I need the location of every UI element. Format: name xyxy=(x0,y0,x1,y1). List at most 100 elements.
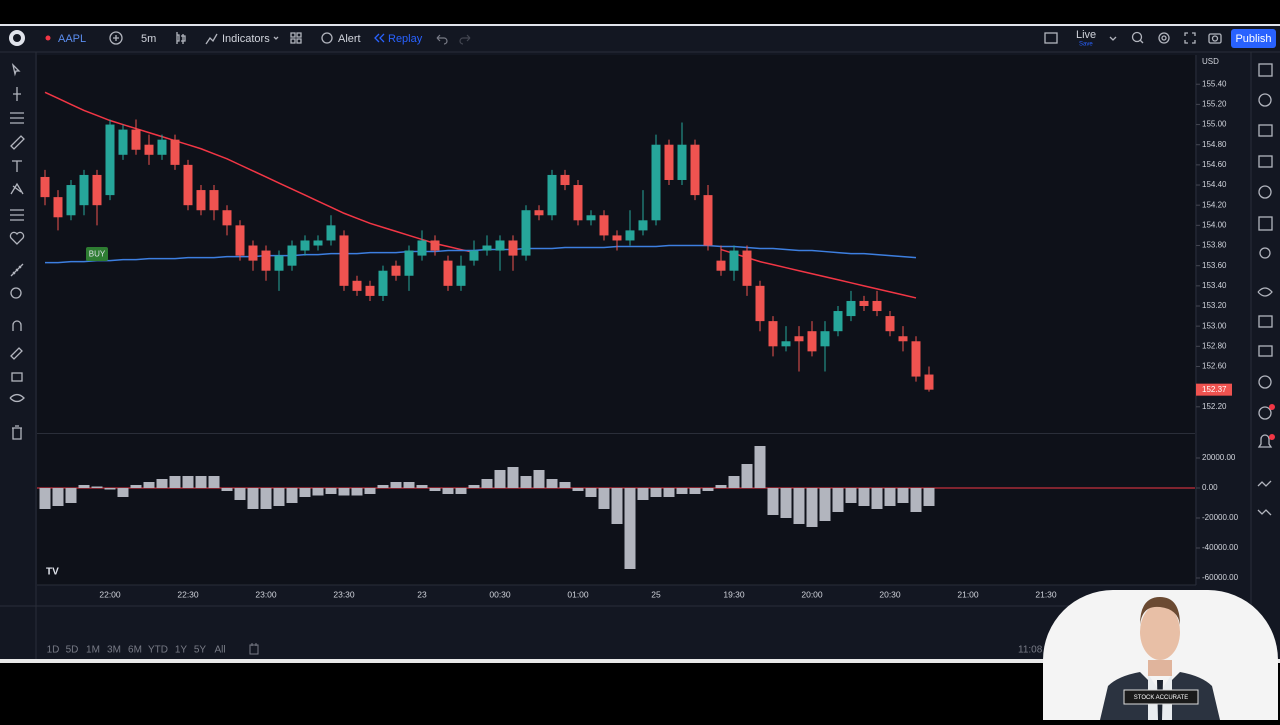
candle-body xyxy=(92,174,102,206)
chart-type-button[interactable] xyxy=(176,32,186,44)
candle-body xyxy=(911,341,921,377)
price-tick-label: 154.80 xyxy=(1202,140,1227,149)
histogram-bar xyxy=(715,485,727,488)
interval[interactable]: 5m xyxy=(141,33,156,45)
histogram-bar xyxy=(377,485,389,488)
live-label[interactable]: Live xyxy=(1076,29,1096,41)
timeframe-button[interactable]: 5D xyxy=(66,645,79,656)
pattern-tool[interactable] xyxy=(10,182,24,195)
histogram-bar xyxy=(637,488,649,500)
magnet-tool[interactable] xyxy=(12,320,22,331)
trend-tool[interactable] xyxy=(10,112,24,124)
price-tick-label: 153.20 xyxy=(1202,301,1227,310)
redo-button[interactable] xyxy=(459,34,471,45)
pencil-tool[interactable] xyxy=(10,135,25,150)
fullscreen-button[interactable] xyxy=(1184,32,1196,44)
time-tick-label: 23 xyxy=(417,589,427,599)
ideas-stream-button[interactable] xyxy=(1258,345,1273,357)
crosshair-tool[interactable] xyxy=(13,87,21,101)
timeframe-button[interactable]: 3M xyxy=(107,645,121,656)
watchlist-button[interactable] xyxy=(1258,63,1273,77)
histogram-bar xyxy=(741,464,753,488)
prediction-tool[interactable] xyxy=(10,209,24,221)
currency-label[interactable]: USD xyxy=(1202,57,1219,66)
timeframe-button[interactable]: 1D xyxy=(47,645,60,656)
notification-badge xyxy=(1269,404,1275,410)
streams-button[interactable] xyxy=(1257,287,1273,297)
symbol[interactable]: AAPL xyxy=(58,33,86,45)
time-tick-label: 01:00 xyxy=(567,589,589,599)
histogram-bar xyxy=(65,488,77,503)
publish-button[interactable] xyxy=(1231,29,1276,48)
candle-body xyxy=(573,185,583,221)
chats-button[interactable] xyxy=(1258,315,1273,328)
lock-tool[interactable] xyxy=(11,372,23,382)
price-tick-label: 152.20 xyxy=(1202,402,1227,411)
save-label[interactable]: Save xyxy=(1079,42,1093,48)
hide-tool[interactable] xyxy=(9,393,25,403)
candle-body xyxy=(196,190,206,211)
candle-body xyxy=(157,139,167,155)
hotlists-button[interactable] xyxy=(1258,185,1272,199)
candle-body xyxy=(872,300,882,312)
trading-panel-button[interactable] xyxy=(1257,480,1272,487)
histogram-bar xyxy=(793,488,805,524)
histogram-bar xyxy=(364,488,376,494)
snapshot-button[interactable] xyxy=(1208,33,1222,44)
indicators-button[interactable]: Indicators xyxy=(222,33,270,45)
histogram-bar xyxy=(312,488,324,496)
histogram-bar xyxy=(468,485,480,488)
timeframe-button[interactable]: 1M xyxy=(86,645,100,656)
replay-button[interactable]: Replay xyxy=(388,33,423,45)
layout-select[interactable] xyxy=(1044,32,1058,44)
remove-tool[interactable] xyxy=(12,425,22,440)
price-tick-label: 152.60 xyxy=(1202,362,1227,371)
timeframe-button[interactable]: 1Y xyxy=(175,645,188,656)
alerts-button[interactable] xyxy=(1258,93,1272,107)
news-button[interactable] xyxy=(1258,124,1273,137)
histogram-bar xyxy=(273,488,285,506)
alert-button[interactable]: Alert xyxy=(338,33,361,45)
zoom-tool[interactable] xyxy=(10,287,22,299)
ruler-tool[interactable] xyxy=(10,263,24,277)
notifications-button[interactable] xyxy=(1257,434,1273,448)
layout-button[interactable] xyxy=(290,32,302,44)
oscillator-tick-label: 20000.00 xyxy=(1202,453,1236,462)
plot: 155.40 155.20 155.00 154.80 154.60 154.40 154.… xyxy=(37,79,1239,599)
calendar-button[interactable] xyxy=(1258,216,1273,231)
histogram-bar xyxy=(702,488,714,491)
timeframe-button[interactable]: 6M xyxy=(128,645,142,656)
settings-button[interactable] xyxy=(1158,32,1170,44)
histogram-bar xyxy=(611,488,623,524)
undo-button[interactable] xyxy=(436,34,448,45)
candle-body xyxy=(651,144,661,221)
timeframe-button[interactable]: 5Y xyxy=(194,645,207,656)
timeframe-button[interactable]: YTD xyxy=(148,645,168,656)
pine-button[interactable] xyxy=(1258,406,1272,420)
object-tree-button[interactable] xyxy=(1257,509,1272,516)
broker-button[interactable] xyxy=(1258,375,1272,389)
histogram-bar xyxy=(416,485,428,488)
ideas-button[interactable] xyxy=(1259,247,1271,259)
histogram-bar xyxy=(546,479,558,488)
favorites-tool[interactable] xyxy=(9,231,25,245)
cursor-tool[interactable] xyxy=(11,62,21,77)
histogram-bar xyxy=(780,488,792,518)
compare-button[interactable] xyxy=(109,31,123,45)
candle-body xyxy=(456,265,466,286)
histogram-bar xyxy=(39,488,51,509)
data-window-button[interactable] xyxy=(1258,155,1273,168)
histogram-bar xyxy=(884,488,896,506)
candle-body xyxy=(547,174,557,216)
histogram-bar xyxy=(169,476,181,488)
candle-body xyxy=(40,176,50,198)
search-button[interactable] xyxy=(1131,31,1143,43)
save-dropdown[interactable] xyxy=(1109,36,1117,41)
indicators-dropdown[interactable] xyxy=(273,36,279,40)
text-tool[interactable] xyxy=(12,160,22,172)
candle-body xyxy=(287,245,297,266)
goto-date-button[interactable] xyxy=(249,643,259,655)
candle-body xyxy=(755,285,765,322)
timeframe-button[interactable]: All xyxy=(214,645,225,656)
draw-mode-tool[interactable] xyxy=(10,347,23,360)
